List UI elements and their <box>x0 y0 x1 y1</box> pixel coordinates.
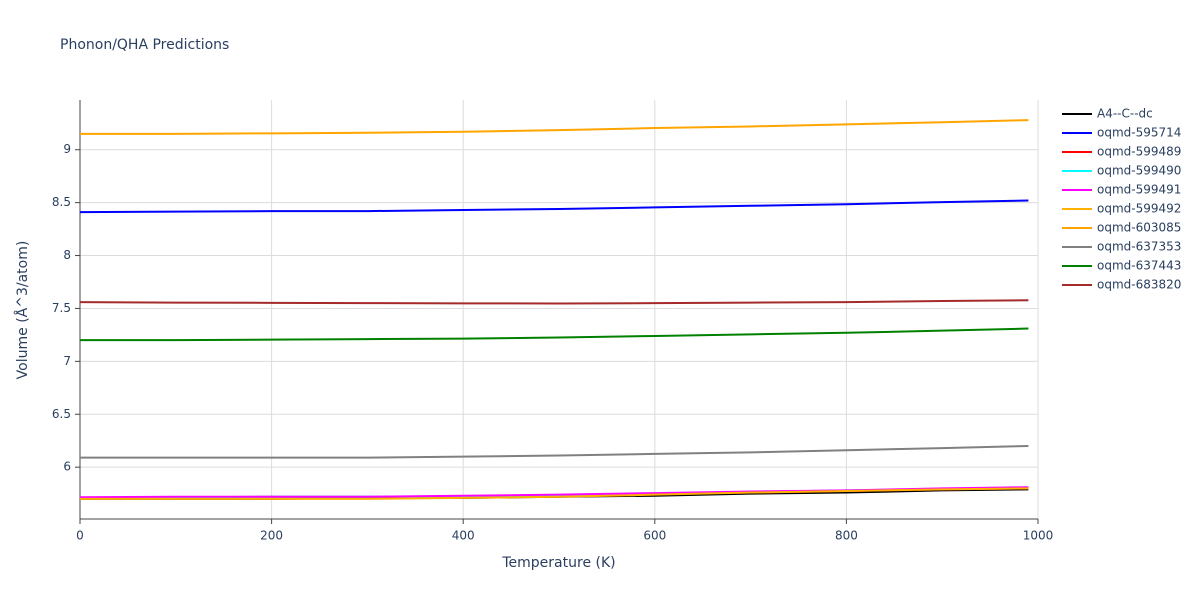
legend-label: oqmd-603085 <box>1097 221 1181 235</box>
y-tick-label: 8 <box>63 248 71 262</box>
x-tick-label: 200 <box>260 529 283 543</box>
x-tick-label: 600 <box>643 529 666 543</box>
legend-label: oqmd-637353 <box>1097 240 1181 254</box>
series-line <box>80 327 1029 342</box>
legend-label: oqmd-599489 <box>1097 145 1181 159</box>
y-tick-label: 7.5 <box>52 301 71 315</box>
legend-label: oqmd-599491 <box>1097 183 1181 197</box>
series-line <box>80 487 1029 500</box>
series-line <box>80 444 1029 459</box>
y-tick-label: 8.5 <box>52 195 71 209</box>
series-line <box>80 119 1029 135</box>
legend-label: oqmd-599492 <box>1097 202 1181 216</box>
x-tick-label: 0 <box>76 529 84 543</box>
series-line <box>79 299 1029 305</box>
chart-title: Phonon/QHA Predictions <box>60 37 229 53</box>
legend-label: oqmd-599490 <box>1097 164 1181 178</box>
x-axis-title: Temperature (K) <box>501 555 615 571</box>
y-tick-label: 6.5 <box>52 407 71 421</box>
legend-label: oqmd-637443 <box>1097 259 1181 273</box>
x-tick-label: 400 <box>452 529 475 543</box>
y-tick-label: 7 <box>63 354 71 368</box>
legend-label: oqmd-683820 <box>1097 278 1181 292</box>
legend-label: A4--C--dc <box>1097 107 1153 121</box>
x-tick-label: 1000 <box>1023 529 1054 543</box>
x-tick-label: 800 <box>835 529 858 543</box>
legend-label: oqmd-595714 <box>1097 126 1181 140</box>
y-axis-title: Volume (Å^3/atom) <box>14 241 31 380</box>
y-tick-label: 6 <box>63 460 71 474</box>
series-line <box>79 199 1029 214</box>
y-tick-label: 9 <box>63 142 71 156</box>
